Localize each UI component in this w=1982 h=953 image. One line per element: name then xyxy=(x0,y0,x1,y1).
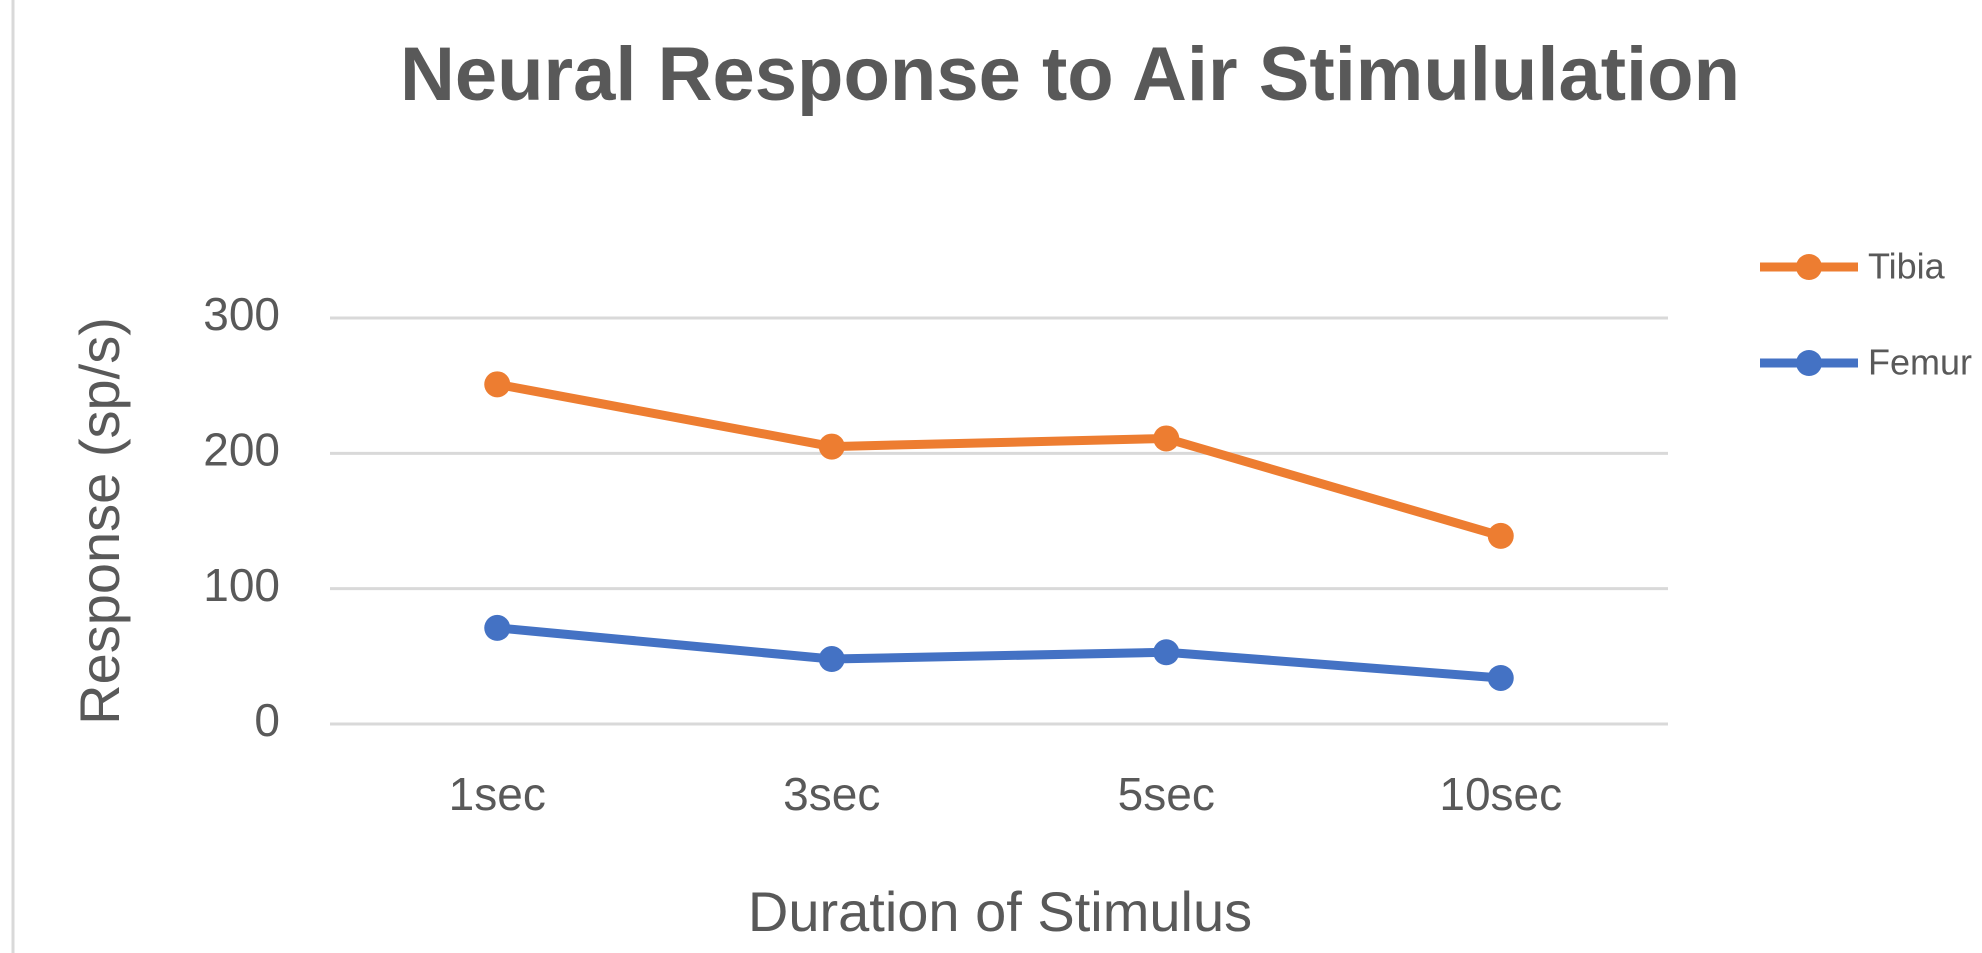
data-point xyxy=(1153,639,1180,666)
data-point xyxy=(1487,522,1514,549)
data-point xyxy=(818,433,845,460)
legend-label: Femur xyxy=(1868,342,1972,383)
y-tick-label: 100 xyxy=(203,559,280,611)
legend-label: Tibia xyxy=(1868,246,1946,287)
y-tick-label: 0 xyxy=(254,694,280,746)
legend-marker xyxy=(1796,350,1822,376)
series-line xyxy=(492,379,1506,541)
legend-marker xyxy=(1796,254,1822,280)
y-tick-label: 200 xyxy=(203,423,280,475)
data-point xyxy=(484,371,511,398)
x-tick-label: 3sec xyxy=(783,768,880,820)
data-point xyxy=(484,614,511,641)
data-point xyxy=(1487,664,1514,691)
x-axis-title: Duration of Stimulus xyxy=(748,880,1252,943)
y-axis-title: Response (sp/s) xyxy=(68,317,131,725)
data-point xyxy=(818,646,845,673)
x-tick-label: 1sec xyxy=(449,768,546,820)
y-tick-label: 300 xyxy=(203,288,280,340)
chart-title: Neural Response to Air Stimululation xyxy=(400,32,1740,117)
data-point xyxy=(1153,425,1180,452)
x-tick-label: 5sec xyxy=(1118,768,1215,820)
series-line xyxy=(492,623,1506,683)
x-tick-label: 10sec xyxy=(1439,768,1562,820)
